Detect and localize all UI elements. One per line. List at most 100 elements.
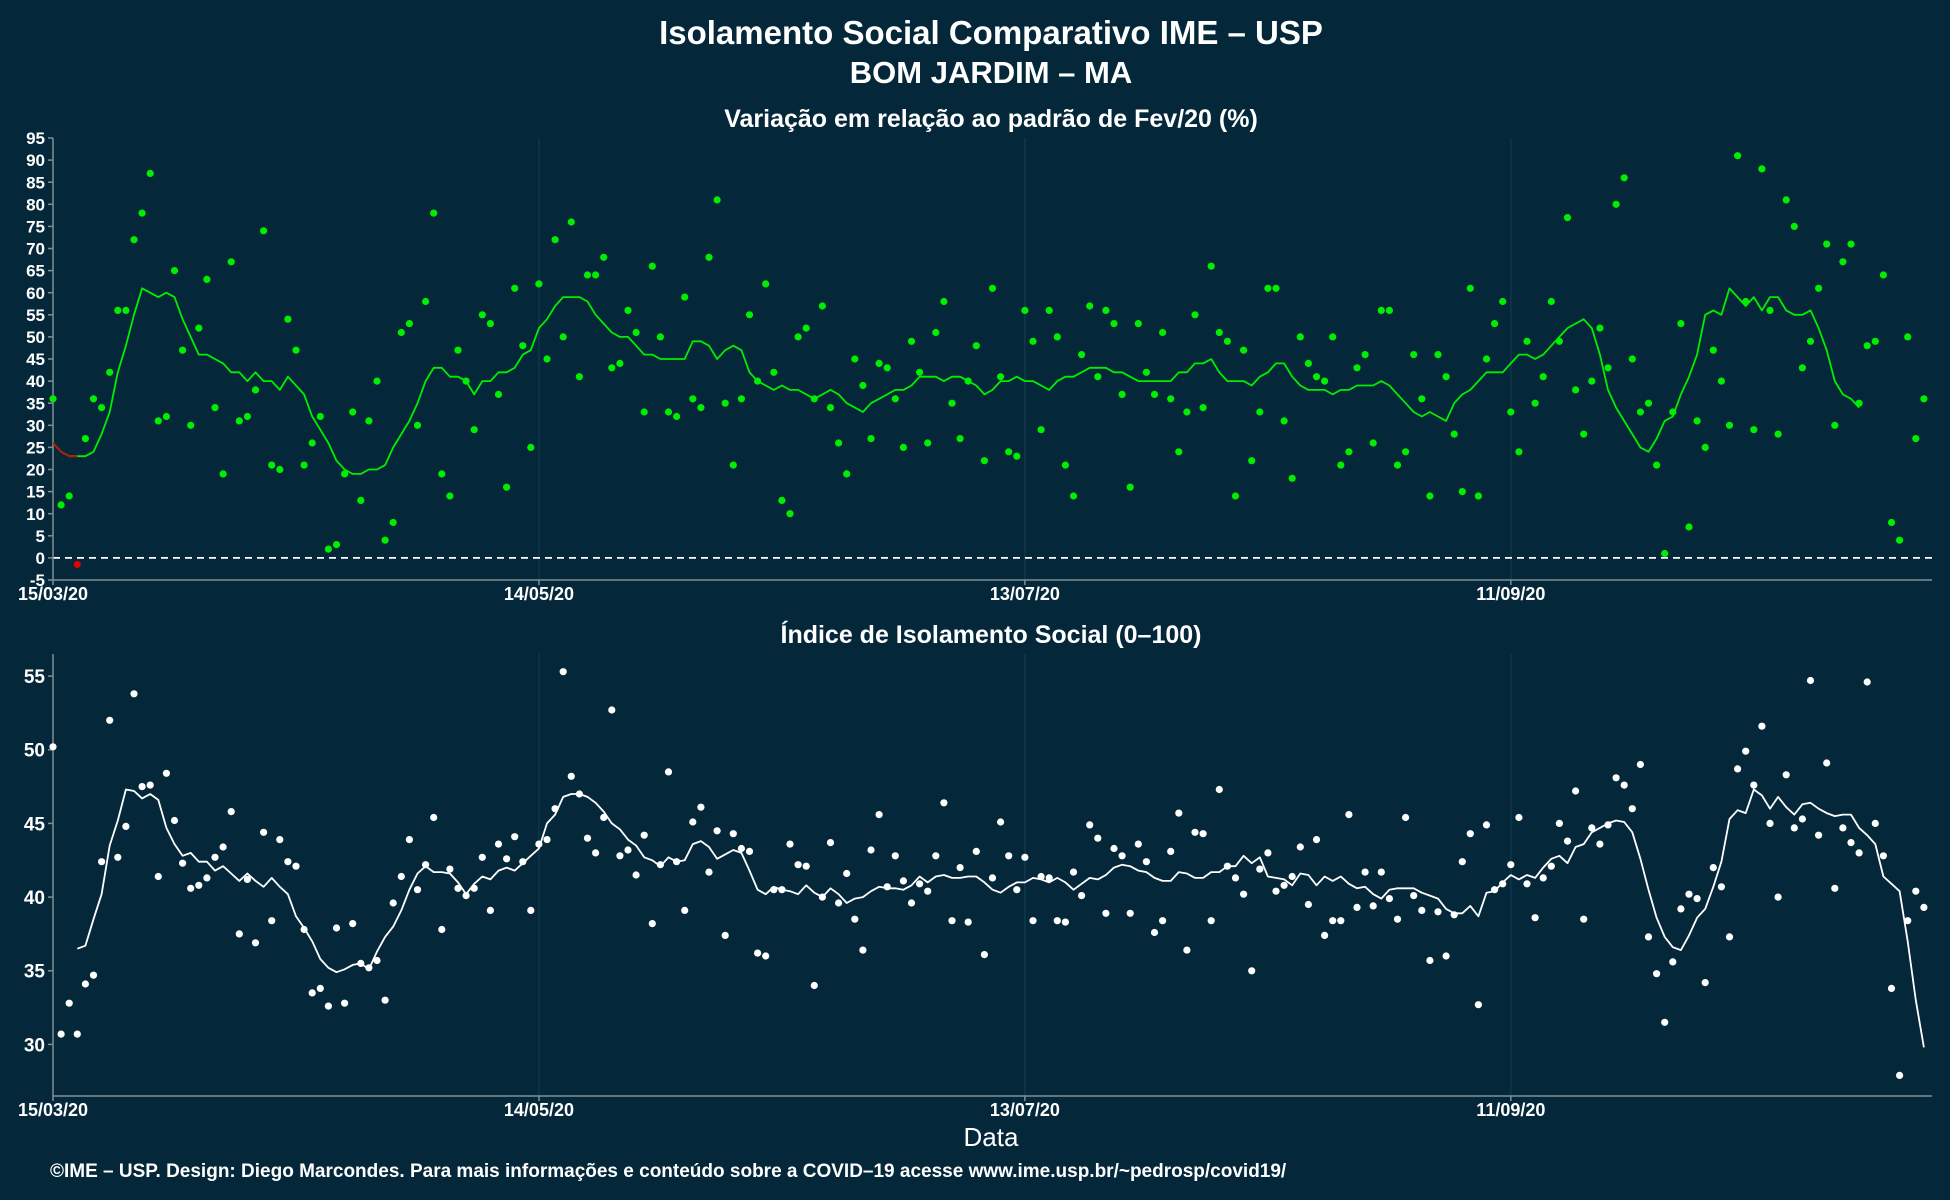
data-point bbox=[1620, 174, 1628, 182]
data-point bbox=[1782, 196, 1790, 204]
data-point bbox=[98, 858, 106, 866]
data-point bbox=[559, 333, 567, 341]
y-tick-label: 75 bbox=[26, 218, 45, 237]
data-point bbox=[1231, 492, 1240, 500]
data-point bbox=[349, 920, 357, 928]
data-point bbox=[1815, 831, 1823, 839]
y-tick-label: 85 bbox=[26, 173, 45, 192]
data-point bbox=[786, 510, 794, 518]
x-tick-label: 11/09/20 bbox=[1476, 584, 1545, 604]
data-point bbox=[413, 886, 422, 894]
y-tick-label: 80 bbox=[26, 195, 45, 214]
data-point bbox=[1912, 887, 1920, 895]
data-point bbox=[1507, 408, 1515, 416]
data-point bbox=[1734, 765, 1742, 773]
data-point bbox=[519, 342, 527, 350]
data-point bbox=[130, 236, 138, 244]
data-point bbox=[1442, 373, 1450, 381]
data-point bbox=[762, 952, 770, 960]
data-point bbox=[1839, 258, 1847, 266]
data-point bbox=[324, 1002, 332, 1010]
data-point bbox=[1863, 678, 1871, 686]
data-point bbox=[98, 404, 106, 412]
data-point bbox=[284, 858, 292, 866]
data-point bbox=[1920, 395, 1928, 403]
data-point bbox=[381, 996, 389, 1004]
data-point bbox=[324, 545, 332, 553]
y-tick-label: 35 bbox=[26, 394, 45, 413]
data-point bbox=[1207, 917, 1215, 925]
data-point bbox=[1159, 917, 1167, 925]
data-point bbox=[1167, 847, 1175, 856]
data-point bbox=[1644, 399, 1653, 407]
data-point bbox=[1531, 914, 1539, 922]
data-point bbox=[1871, 337, 1879, 345]
y-tick-label: 30 bbox=[24, 1035, 45, 1056]
data-point bbox=[373, 956, 381, 965]
data-point bbox=[1240, 346, 1248, 354]
data-point bbox=[592, 271, 600, 279]
data-point bbox=[405, 836, 413, 844]
data-point bbox=[737, 844, 746, 853]
data-point bbox=[1393, 461, 1402, 469]
data-point bbox=[1734, 152, 1742, 160]
data-point bbox=[1442, 952, 1450, 960]
data-point bbox=[1240, 890, 1248, 898]
data-point bbox=[211, 853, 219, 861]
data-point bbox=[1191, 828, 1199, 836]
data-point bbox=[106, 716, 114, 724]
data-point bbox=[1426, 956, 1434, 965]
data-point bbox=[1798, 815, 1806, 823]
data-point bbox=[170, 267, 179, 275]
data-point bbox=[276, 465, 284, 474]
data-point bbox=[1231, 874, 1240, 882]
data-point bbox=[1758, 722, 1766, 730]
data-point bbox=[640, 831, 648, 839]
data-point bbox=[1742, 747, 1750, 755]
data-point bbox=[251, 386, 260, 394]
data-point bbox=[1191, 311, 1199, 319]
y-tick-label: 90 bbox=[26, 151, 45, 170]
data-point bbox=[1053, 917, 1061, 925]
data-point bbox=[179, 859, 187, 867]
data-point bbox=[1102, 909, 1110, 917]
data-point bbox=[73, 560, 81, 569]
data-point bbox=[972, 847, 980, 856]
data-point bbox=[1069, 868, 1078, 876]
data-point bbox=[1167, 395, 1175, 403]
data-point bbox=[438, 925, 446, 934]
data-point bbox=[1142, 858, 1150, 866]
data-point bbox=[1823, 759, 1831, 767]
data-point bbox=[1879, 852, 1887, 860]
data-point bbox=[1037, 426, 1045, 434]
data-point bbox=[1361, 351, 1369, 359]
data-point bbox=[316, 984, 324, 993]
data-point bbox=[1215, 328, 1223, 337]
data-point bbox=[1434, 908, 1442, 916]
data-point bbox=[656, 333, 665, 341]
data-point bbox=[1410, 351, 1418, 359]
y-tick-label: 60 bbox=[26, 284, 45, 303]
data-point bbox=[1620, 781, 1628, 789]
data-point bbox=[1199, 830, 1207, 838]
data-point bbox=[1863, 342, 1871, 350]
data-point bbox=[389, 899, 397, 907]
data-point bbox=[1580, 430, 1588, 438]
data-point bbox=[65, 492, 73, 500]
data-point bbox=[1709, 864, 1717, 872]
x-tick-label: 14/05/20 bbox=[504, 1100, 574, 1120]
data-point bbox=[1280, 881, 1288, 889]
data-point bbox=[543, 355, 551, 363]
data-point bbox=[1264, 849, 1272, 857]
data-point bbox=[122, 306, 130, 314]
data-point bbox=[632, 328, 640, 337]
data-point bbox=[478, 311, 486, 319]
data-point bbox=[114, 853, 122, 861]
data-point bbox=[1118, 390, 1126, 398]
data-point bbox=[1790, 222, 1798, 230]
data-point bbox=[616, 852, 624, 860]
data-point bbox=[1304, 359, 1312, 367]
data-point bbox=[1045, 306, 1053, 314]
data-point bbox=[1572, 386, 1580, 394]
data-point bbox=[1912, 435, 1920, 443]
